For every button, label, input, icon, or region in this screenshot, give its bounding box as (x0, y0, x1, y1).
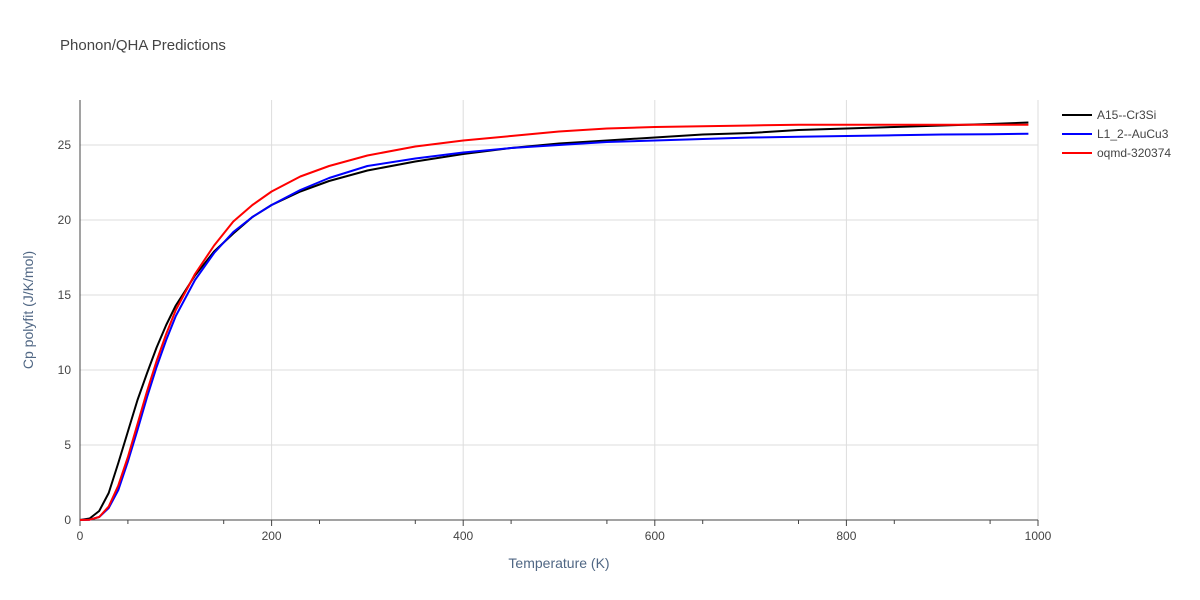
x-tick-label: 800 (836, 529, 856, 543)
axes (79, 100, 1039, 526)
x-tick-label: 200 (262, 529, 282, 543)
y-tick-label: 5 (64, 438, 71, 452)
series-line (79, 123, 1029, 521)
series-layer (79, 121, 1029, 521)
legend-label: A15--Cr3Si (1097, 108, 1156, 122)
y-tick-label: 10 (58, 363, 72, 377)
grid-lines (80, 100, 1039, 520)
series-line (79, 132, 1029, 521)
legend-label: oqmd-320374 (1097, 146, 1171, 160)
legend-label: L1_2--AuCu3 (1097, 127, 1169, 141)
x-tick-label: 400 (453, 529, 473, 543)
x-axis-title: Temperature (K) (508, 555, 609, 571)
series-line (79, 121, 1029, 521)
legend: A15--Cr3Si L1_2--AuCu3 oqmd-320374 (1062, 108, 1171, 160)
y-tick-labels: 0 5 10 15 20 25 (58, 138, 72, 527)
chart-title: Phonon/QHA Predictions (60, 37, 226, 54)
y-tick-label: 15 (58, 288, 72, 302)
x-tick-label: 0 (77, 529, 84, 543)
y-tick-label: 25 (58, 138, 72, 152)
y-axis-title: Cp polyfit (J/K/mol) (20, 251, 36, 369)
y-tick-label: 20 (58, 213, 72, 227)
x-tick-labels: 0 200 400 600 800 1000 (77, 529, 1052, 543)
y-tick-label: 0 (64, 513, 71, 527)
x-tick-label: 600 (645, 529, 665, 543)
x-tick-label: 1000 (1025, 529, 1052, 543)
